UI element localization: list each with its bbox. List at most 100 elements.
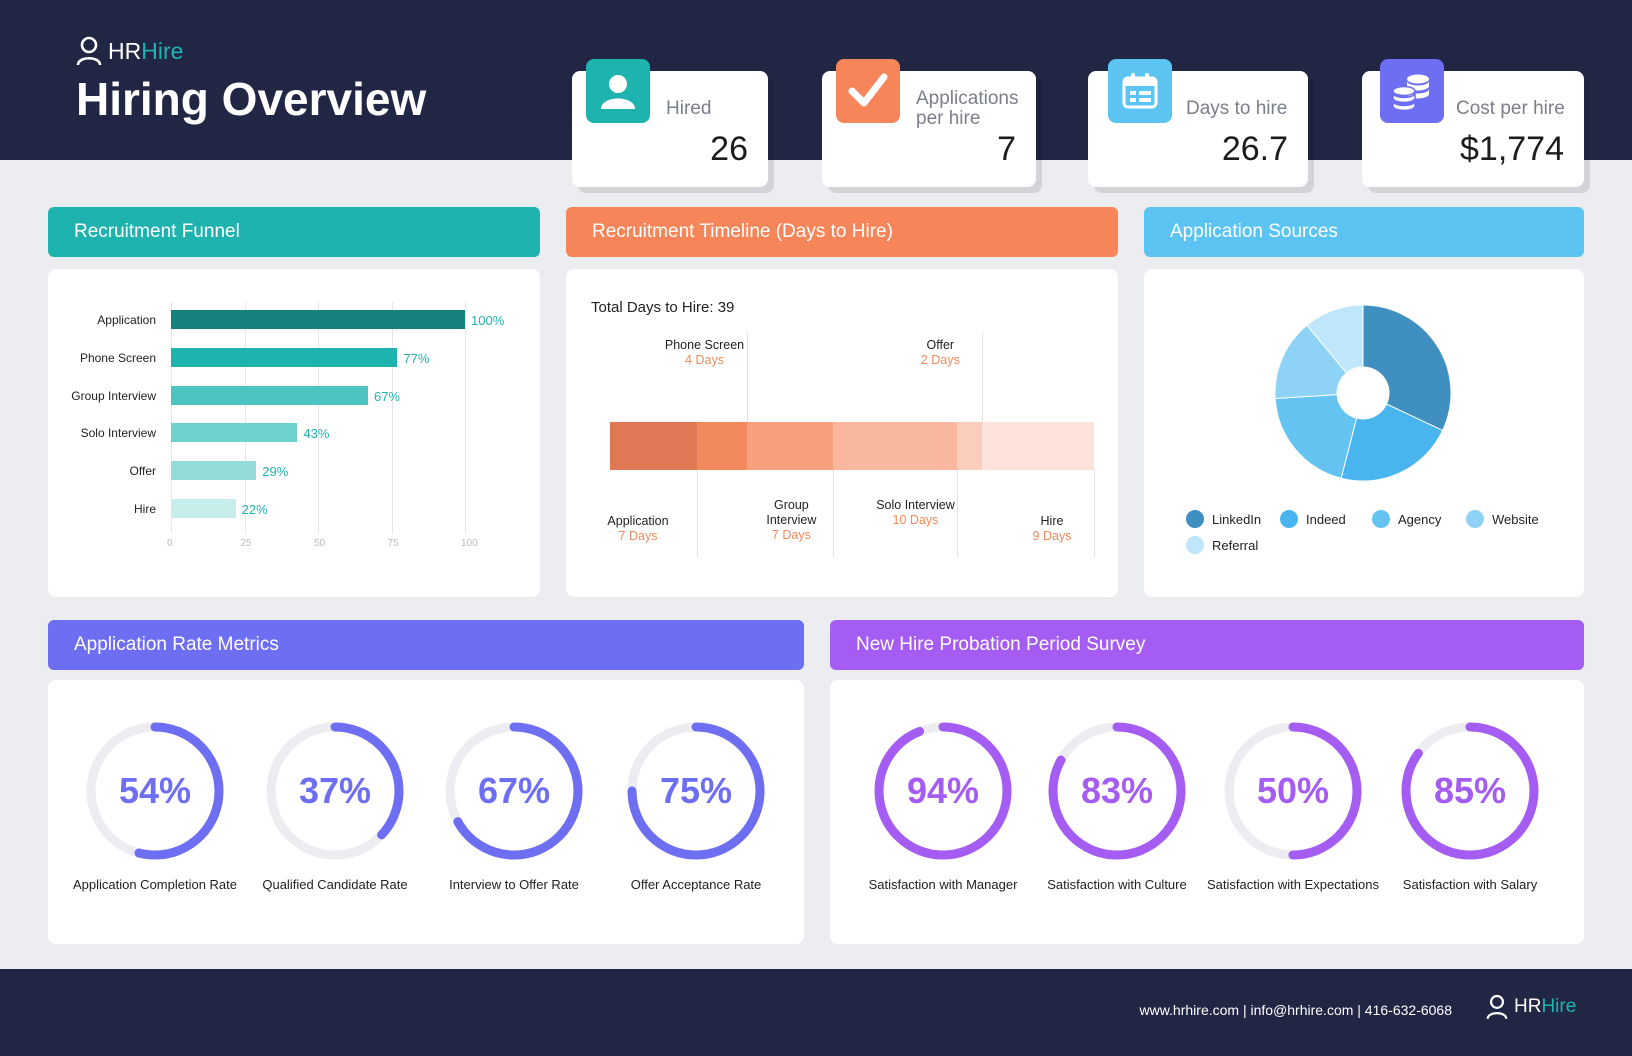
ring-label: Application Completion Rate — [72, 877, 238, 892]
ring-label: Offer Acceptance Rate — [630, 877, 762, 892]
person-icon — [586, 59, 650, 123]
funnel-category-label: Phone Screen — [79, 351, 156, 365]
legend-swatch — [1280, 510, 1298, 528]
footer-contact[interactable]: www.hrhire.com | info@hrhire.com | 416-6… — [1139, 1002, 1452, 1018]
kpi-value: 7 — [997, 130, 1016, 168]
funnel-tick-label: 100 — [461, 538, 478, 549]
ring-value: 37% — [298, 770, 372, 811]
ring-progress — [1401, 722, 1539, 860]
ring-progress — [86, 722, 224, 860]
progress-ring: 94% — [868, 716, 1018, 866]
ring-graphic — [1224, 722, 1362, 860]
timeline-label: Hire 9 Days — [1012, 514, 1092, 544]
pie-slice-website — [1274, 324, 1348, 400]
legend-swatch — [1186, 536, 1204, 554]
ring-label: Interview to Offer Rate — [449, 877, 579, 892]
timeline-label-days: 7 Days — [771, 528, 811, 542]
funnel-value-label: 67% — [373, 389, 400, 404]
ring-value: 94% — [906, 770, 980, 811]
progress-ring: 37% — [260, 716, 410, 866]
section-header-sources: Application Sources — [1144, 207, 1584, 257]
ring-label: Satisfaction with Expectations — [1207, 877, 1379, 892]
legend-item: Indeed — [1280, 510, 1346, 528]
timeline-segment — [696, 422, 747, 470]
brand-logo: HR Hire — [76, 36, 183, 66]
progress-ring: 67% — [439, 716, 589, 866]
kpi-label: Hired — [666, 98, 712, 119]
progress-ring: 54% — [80, 716, 230, 866]
ring-progress — [627, 722, 765, 860]
section-header-funnel: Recruitment Funnel — [48, 207, 540, 257]
ring-label: Qualified Candidate Rate — [262, 877, 408, 892]
progress-ring: 85% — [1395, 716, 1545, 866]
brand-hire: Hire — [141, 37, 184, 64]
legend-item: Agency — [1372, 510, 1441, 528]
footer-brand-logo: HR Hire — [1486, 994, 1576, 1020]
legend-label: Website — [1492, 511, 1539, 527]
ring-graphic — [445, 722, 583, 860]
timeline-label-name: Application — [607, 514, 669, 528]
timeline-segment — [746, 422, 834, 470]
funnel-category-label: Hire — [133, 502, 156, 516]
legend-label: Indeed — [1306, 511, 1346, 527]
funnel-bar — [171, 310, 465, 329]
funnel-gridline — [465, 302, 466, 534]
kpi-card-applications-per-hire: Applications per hire 7 — [822, 59, 1036, 187]
funnel-tick-label: 50 — [314, 538, 326, 549]
legend-label: Referral — [1212, 537, 1259, 553]
coins-icon — [1380, 59, 1444, 123]
funnel-category-label: Application — [97, 313, 156, 327]
ring-value: 85% — [1433, 770, 1507, 811]
timeline-label-name: Group Interview — [766, 498, 817, 527]
footer-brand-hr: HR — [1514, 996, 1542, 1017]
progress-ring: 50% — [1218, 716, 1368, 866]
kpi-label: Cost per hire — [1456, 98, 1565, 119]
funnel-tick-label: 0 — [167, 538, 173, 549]
timeline-label-name: Phone Screen — [664, 338, 745, 352]
timeline-label-name: Hire — [1040, 514, 1064, 528]
footer — [0, 969, 1632, 1056]
funnel-gridline — [391, 302, 393, 534]
timeline-label: Offer 2 Days — [900, 338, 980, 368]
panel-rates — [48, 680, 804, 944]
funnel-tick-label: 75 — [387, 538, 399, 549]
funnel-category-label: Solo Interview — [80, 426, 156, 440]
ring-graphic — [86, 722, 224, 860]
kpi-card-cost-per-hire: Cost per hire $1,774 — [1362, 59, 1584, 187]
funnel-tick-label: 25 — [240, 538, 252, 549]
sources-pie-chart — [1274, 304, 1452, 482]
timeline-label-days: 2 Days — [920, 353, 960, 367]
timeline-segment — [982, 422, 1094, 470]
timeline-label-days: 4 Days — [685, 353, 724, 367]
timeline-label: Group Interview 7 Days — [751, 498, 831, 543]
pie-slice-linkedin — [1362, 304, 1452, 432]
legend-swatch — [1372, 510, 1390, 528]
timeline-label: Application 7 Days — [598, 514, 678, 544]
funnel-gridline — [244, 302, 246, 534]
timeline-label-name: Offer — [926, 338, 955, 352]
section-header-timeline: Recruitment Timeline (Days to Hire) — [566, 207, 1118, 257]
timeline-label: Phone Screen 4 Days — [665, 338, 745, 368]
legend-item: Website — [1466, 510, 1539, 528]
person-outline-icon — [1486, 994, 1508, 1020]
funnel-value-label: 77% — [403, 351, 430, 366]
ring-value: 67% — [477, 770, 551, 811]
timeline-label-name: Solo Interview — [876, 498, 955, 512]
ring-graphic — [1401, 722, 1539, 860]
checkmark-icon — [836, 59, 900, 123]
ring-label: Satisfaction with Salary — [1402, 877, 1538, 892]
funnel-bar — [171, 386, 368, 405]
legend-item: Referral — [1186, 536, 1258, 554]
page-title: Hiring Overview — [76, 73, 427, 125]
funnel-gridline — [318, 302, 319, 534]
legend-item: LinkedIn — [1186, 510, 1261, 528]
funnel-bar — [171, 461, 257, 480]
footer-brand-hire: Hire — [1541, 996, 1577, 1017]
funnel-value-label: 22% — [241, 502, 268, 517]
timeline-label-days: 10 Days — [892, 513, 939, 527]
timeline-connector — [746, 332, 748, 422]
legend-swatch — [1186, 510, 1204, 528]
funnel-bar — [171, 348, 398, 367]
pie-slice-agency — [1274, 394, 1358, 479]
ring-value: 50% — [1256, 770, 1330, 811]
